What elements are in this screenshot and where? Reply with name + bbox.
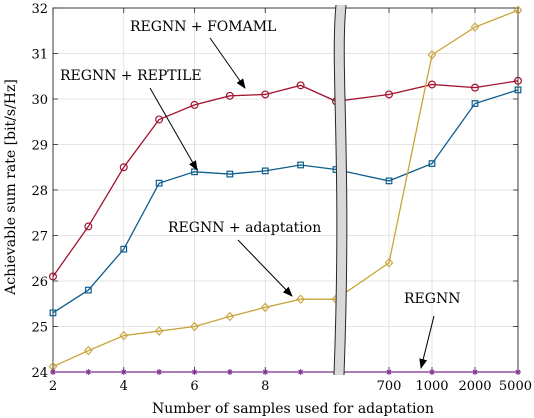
x-tick-label: 8: [261, 379, 269, 394]
y-tick-label: 26: [31, 275, 48, 290]
data-point: [514, 86, 522, 94]
data-point: [262, 369, 269, 375]
y-tick-label: 28: [31, 184, 48, 199]
series-regnn: [50, 369, 521, 375]
data-point: [296, 81, 305, 90]
annotations: REGNN + FOMAML REGNN + REPTILE REGNN + ada…: [60, 19, 460, 369]
data-point: [470, 22, 480, 32]
annotation-arrow: [237, 239, 293, 297]
data-point: [427, 50, 437, 60]
series-line: [52, 80, 519, 277]
annotation-arrow: [149, 87, 198, 171]
data-point: [296, 294, 305, 305]
y-tick-label: 24: [31, 366, 48, 381]
x-tick-label: 2000: [458, 379, 491, 394]
data-point: [154, 326, 164, 336]
data-point: [385, 90, 394, 99]
series-line: [52, 9, 519, 368]
y-tick-label: 25: [31, 321, 48, 336]
data-point: [471, 100, 479, 107]
axis-break-band: [334, 5, 347, 375]
data-point: [156, 369, 163, 375]
data-point: [226, 369, 233, 375]
x-tick-label: 4: [120, 379, 128, 394]
x-tick-label: 700: [377, 379, 402, 394]
data-point: [384, 257, 394, 268]
data-point: [513, 5, 523, 16]
x-tick-label: 5000: [499, 379, 532, 394]
x-axis-label: Number of samples used for adaptation: [152, 401, 434, 417]
series-regnn-fomaml: [48, 76, 522, 281]
data-point: [191, 369, 198, 375]
data-point: [225, 311, 235, 322]
data-point: [120, 369, 127, 375]
annotation-arrow: [419, 315, 435, 369]
data-point: [261, 90, 270, 99]
data-point: [155, 115, 164, 124]
x-tick-label: 1000: [415, 379, 448, 394]
y-tick-label: 27: [31, 230, 48, 245]
y-tick-label: 29: [31, 139, 48, 154]
y-tick-label: 31: [31, 48, 48, 63]
series-regnn-adaptation: [48, 5, 523, 372]
grid: [52, 7, 519, 373]
data-point: [429, 369, 435, 375]
data-point: [190, 321, 199, 332]
data-point: [119, 163, 128, 172]
axis-break: [333, 4, 348, 376]
data-point: [49, 309, 57, 317]
axis-break-edge: [333, 4, 338, 376]
data-point: [297, 161, 305, 169]
series-layer: [48, 5, 523, 375]
data-point: [386, 369, 392, 375]
annotation-label: REGNN + FOMAML: [130, 19, 276, 35]
data-point: [385, 177, 393, 185]
data-point: [48, 272, 57, 281]
data-point: [190, 100, 199, 109]
data-point: [155, 179, 163, 187]
data-point: [225, 91, 234, 100]
annotation-label: REGNN + REPTILE: [60, 68, 202, 84]
data-point: [515, 369, 521, 375]
x-tick-label: 6: [190, 379, 198, 394]
axis-break-edge: [343, 4, 348, 376]
data-point: [260, 302, 270, 313]
data-point: [428, 160, 436, 168]
data-point: [120, 245, 128, 253]
annotation-arrow: [209, 37, 246, 89]
annotation-label: REGNN + adaptation: [168, 220, 321, 236]
data-point: [428, 80, 437, 89]
data-point: [85, 369, 92, 375]
y-axis-label: Achievable sum rate [bit/s/Hz]: [3, 79, 19, 296]
data-point: [84, 286, 92, 294]
data-point: [261, 167, 269, 175]
y-tick-label: 30: [31, 93, 48, 108]
data-point: [471, 83, 480, 92]
data-point: [50, 369, 56, 375]
data-point: [226, 170, 234, 178]
data-point: [119, 330, 129, 341]
data-point: [84, 345, 93, 356]
x-tick-label: 2: [49, 379, 57, 394]
data-point: [297, 369, 304, 375]
data-point: [472, 369, 478, 375]
data-point: [513, 76, 522, 85]
y-tick-label: 32: [31, 2, 48, 17]
annotation-label: REGNN: [404, 291, 460, 307]
series-line: [52, 89, 519, 314]
data-point: [84, 222, 93, 231]
